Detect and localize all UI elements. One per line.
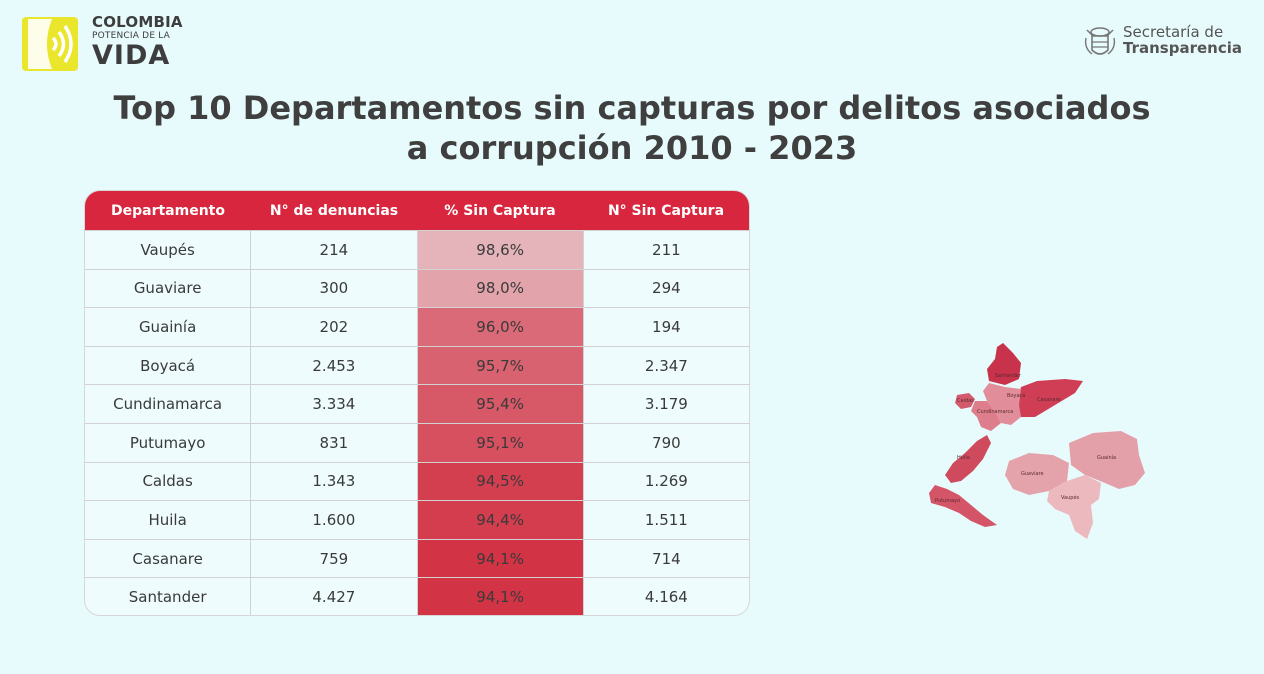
cell-denuncias: 3.334 — [250, 385, 416, 423]
org-line-2: Transparencia — [1123, 38, 1242, 57]
cell-n-sin-captura: 294 — [582, 269, 749, 308]
map-label-santander: Santander — [995, 373, 1022, 379]
table-row: Santander 4.427 94,1% 4.164 — [85, 577, 749, 615]
coat-of-arms-icon — [1084, 27, 1116, 55]
map-region-huila — [945, 435, 991, 483]
map-label-guainia: Guainía — [1097, 454, 1116, 461]
table-row: Putumayo 831 95,1% 790 — [85, 422, 749, 462]
colombia-departments-map: Santander Boyacá Casanare Cundinamarca C… — [929, 343, 1145, 539]
cell-pct-sin-captura: 94,1% — [416, 578, 583, 615]
brand-line-2: POTENCIA DE LA — [92, 31, 171, 41]
cell-n-sin-captura: 3.179 — [582, 385, 749, 423]
map-region-casanare — [1017, 379, 1083, 417]
map-region-cundinamarca — [971, 401, 1001, 431]
map-label-huila: Huila — [957, 455, 970, 461]
table-row: Casanare 759 94,1% 714 — [85, 538, 749, 578]
cell-n-sin-captura: 211 — [582, 231, 749, 269]
departments-table: Departamento N° de denuncias % Sin Captu… — [84, 190, 750, 616]
map-region-boyaca — [983, 383, 1021, 425]
map-label-boyaca: Boyacá — [1007, 392, 1025, 399]
cell-denuncias: 1.343 — [250, 462, 416, 501]
map-label-vaupes: Vaupés — [1061, 494, 1080, 501]
brand-line-3: VIDA — [92, 40, 171, 71]
cell-denuncias: 4.427 — [250, 578, 416, 615]
cell-n-sin-captura: 2.347 — [582, 346, 749, 385]
column-header-pct-sin-captura: % Sin Captura — [444, 202, 556, 219]
cell-departamento: Boyacá — [140, 356, 196, 375]
table-body: Vaupés 214 98,6% 211 Guaviare 300 98,0% 294 Guai… — [85, 230, 749, 615]
cell-denuncias: 1.600 — [250, 501, 416, 539]
cell-pct-sin-captura: 95,7% — [416, 346, 583, 385]
table-row: Guainía 202 96,0% 194 — [85, 307, 749, 346]
page-title: Top 10 Departamentos sin capturas por de… — [113, 89, 1151, 167]
cell-n-sin-captura: 194 — [582, 308, 749, 346]
cell-departamento: Huila — [148, 510, 187, 529]
cell-pct-sin-captura: 94,1% — [416, 539, 583, 578]
cell-departamento: Vaupés — [140, 240, 195, 259]
cell-denuncias: 202 — [250, 308, 416, 346]
cell-departamento: Caldas — [142, 472, 193, 491]
column-header-denuncias: N° de denuncias — [269, 202, 399, 219]
column-header-departamento: Departamento — [111, 202, 225, 219]
cell-pct-sin-captura: 98,0% — [416, 269, 583, 308]
table-header: Departamento N° de denuncias % Sin Captu… — [85, 191, 749, 230]
cell-pct-sin-captura: 96,0% — [416, 308, 583, 346]
map-region-guainia — [1069, 431, 1145, 489]
table-row: Cundinamarca 3.334 95,4% 3.179 — [85, 384, 749, 423]
cell-denuncias: 2.453 — [250, 346, 416, 385]
signal-logo-icon — [22, 17, 78, 71]
brand-line-1: COLOMBIA — [92, 13, 183, 31]
cell-departamento: Putumayo — [129, 433, 206, 452]
map-label-guaviare: Guaviare — [1021, 471, 1044, 477]
cell-departamento: Casanare — [132, 549, 203, 568]
colombia-potencia-logo: COLOMBIA POTENCIA DE LA VIDA — [22, 15, 192, 75]
cell-departamento: Guainía — [138, 317, 197, 336]
cell-n-sin-captura: 1.269 — [582, 462, 749, 501]
cell-pct-sin-captura: 95,1% — [416, 423, 583, 462]
map-region-guaviare — [1005, 453, 1069, 495]
cell-n-sin-captura: 714 — [582, 539, 749, 578]
cell-denuncias: 300 — [250, 269, 416, 308]
cell-denuncias: 831 — [250, 423, 416, 462]
map-label-casanare: Casanare — [1037, 397, 1060, 403]
cell-departamento: Guaviare — [133, 279, 202, 298]
map-region-caldas — [955, 393, 975, 409]
secretaria-transparencia-logo: Secretaría de Transparencia — [1083, 24, 1248, 64]
map-label-putumayo: Putumayo — [935, 498, 960, 504]
cell-pct-sin-captura: 95,4% — [416, 385, 583, 423]
cell-pct-sin-captura: 94,5% — [416, 462, 583, 501]
cell-n-sin-captura: 790 — [582, 423, 749, 462]
map-region-vaupes — [1047, 475, 1101, 539]
cell-departamento: Santander — [128, 588, 207, 607]
table-row: Huila 1.600 94,4% 1.511 — [85, 500, 749, 539]
cell-n-sin-captura: 1.511 — [582, 501, 749, 539]
cell-pct-sin-captura: 98,6% — [416, 231, 583, 269]
cell-n-sin-captura: 4.164 — [582, 578, 749, 615]
cell-pct-sin-captura: 94,4% — [416, 501, 583, 539]
map-label-caldas: Caldas — [957, 398, 974, 404]
map-region-santander — [987, 343, 1021, 385]
table-row: Boyacá 2.453 95,7% 2.347 — [85, 345, 749, 385]
table-row: Vaupés 214 98,6% 211 — [85, 230, 749, 269]
org-line-1: Secretaría de — [1123, 23, 1224, 41]
table-row: Guaviare 300 98,0% 294 — [85, 268, 749, 308]
map-label-cundinamarca: Cundinamarca — [977, 409, 1013, 415]
cell-denuncias: 759 — [250, 539, 416, 578]
column-header-n-sin-captura: N° Sin Captura — [607, 202, 725, 219]
map-region-putumayo — [929, 485, 997, 527]
cell-denuncias: 214 — [250, 231, 416, 269]
table-row: Caldas 1.343 94,5% 1.269 — [85, 461, 749, 501]
cell-departamento: Cundinamarca — [113, 395, 223, 414]
